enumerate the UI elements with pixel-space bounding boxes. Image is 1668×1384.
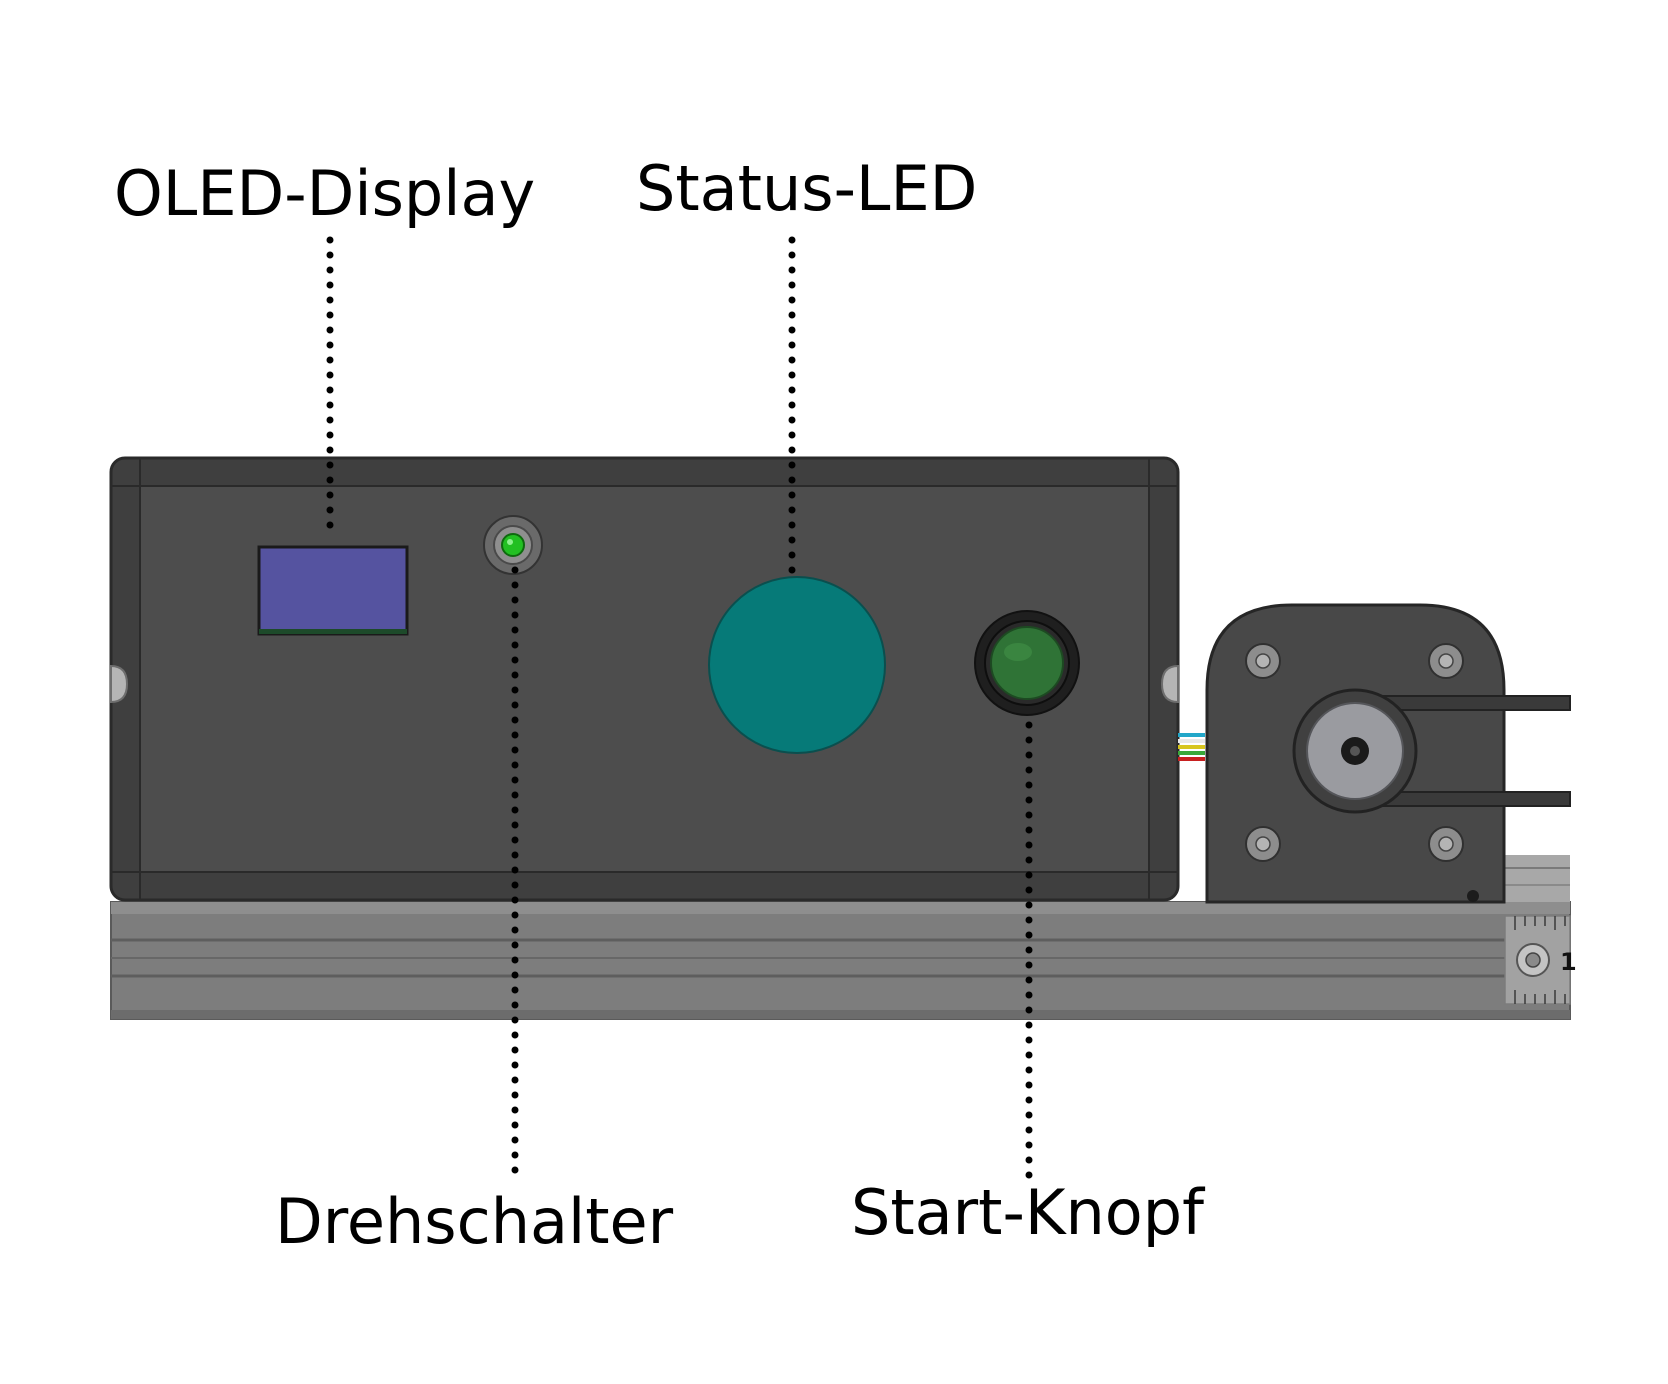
status-led-disc-icon: [708, 576, 886, 754]
label-rotary-switch: Drehschalter: [275, 1185, 674, 1258]
mounting-screw-icon: [1428, 826, 1464, 862]
indicator-led-icon: [483, 515, 543, 575]
ribbon-cable: [1178, 733, 1205, 761]
mounting-screw-icon: [1245, 643, 1281, 679]
label-start-button: Start-Knopf: [851, 1176, 1206, 1249]
housing-side-screw-left: [110, 664, 129, 704]
label-status-led: Status-LED: [636, 152, 977, 225]
start-button-icon: [974, 610, 1080, 716]
aluminium-rail: [110, 901, 1571, 1020]
label-oled-display: OLED-Display: [114, 157, 535, 230]
rail-scale: 1: [1504, 915, 1577, 1005]
housing-side-screw-right: [1160, 664, 1179, 704]
mounting-screw-icon: [1428, 643, 1464, 679]
rail-scale-digit: 1: [1560, 948, 1577, 976]
rail-upper-profile: [1505, 855, 1570, 902]
oled-display: [257, 545, 409, 636]
mounting-screw-icon: [1245, 826, 1281, 862]
leader-lines: [326, 236, 1033, 1186]
belt-pulley: [1292, 688, 1571, 814]
